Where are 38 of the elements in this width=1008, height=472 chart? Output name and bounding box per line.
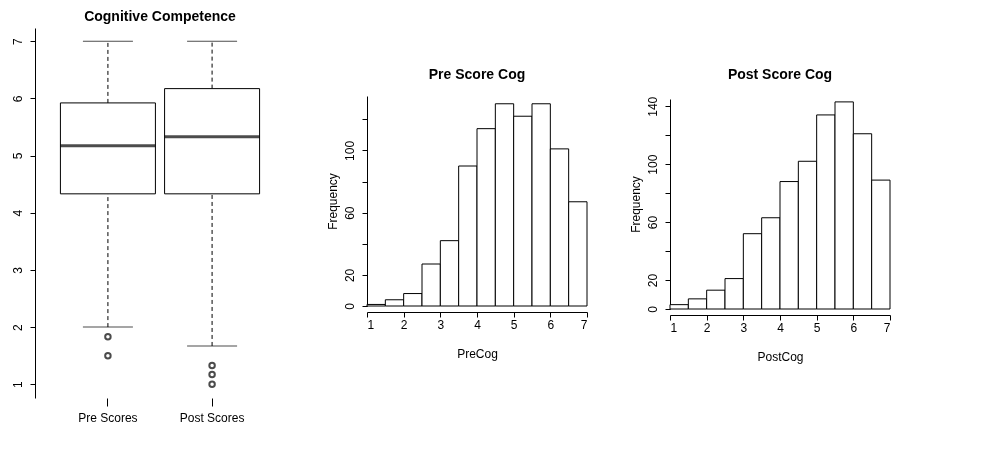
y-tick-label: 7 [10, 38, 25, 45]
x-tick-label: 5 [813, 320, 821, 335]
y-tick-label: 60 [645, 215, 660, 230]
y-tick-label: 140 [645, 96, 660, 117]
y-axis-title: Frequency [325, 173, 340, 230]
y-tick-label: 5 [10, 152, 25, 160]
x-tick-label: 1 [367, 317, 375, 332]
y-tick-label: 1 [10, 381, 25, 389]
y-axis-title: Frequency [628, 176, 643, 233]
x-tick-label: 7 [883, 320, 891, 335]
x-tick-label: Post Scores [179, 410, 245, 425]
y-tick-label: 100 [645, 154, 660, 175]
y-tick-label: 20 [342, 268, 357, 283]
chart-title: Post Score Cog [727, 66, 833, 83]
chart-title: Pre Score Cog [428, 66, 526, 82]
x-tick-label: 4 [474, 317, 482, 332]
x-tick-label: 4 [777, 320, 785, 335]
x-tick-label: 3 [740, 320, 748, 335]
y-tick-label: 20 [645, 273, 660, 288]
x-tick-label: 6 [547, 317, 555, 332]
x-tick-label: 5 [510, 317, 518, 332]
y-tick-label: 6 [10, 95, 25, 103]
x-axis-title: PreCog [457, 346, 498, 361]
x-tick-label: Pre Scores [78, 410, 138, 425]
x-tick-label: 1 [670, 320, 678, 335]
x-tick-label: 7 [580, 317, 588, 332]
x-tick-label: 6 [850, 320, 858, 335]
x-tick-label: 2 [703, 320, 711, 335]
y-tick-label: 4 [10, 209, 25, 217]
chart-title: Cognitive Competence [84, 8, 237, 24]
y-tick-label: 60 [342, 206, 357, 220]
x-axis-title: PostCog [757, 349, 804, 364]
x-tick-label: 2 [400, 317, 408, 332]
y-tick-label: 0 [342, 302, 357, 310]
y-tick-label: 3 [10, 266, 25, 274]
y-tick-label: 0 [645, 305, 660, 313]
x-tick-label: 3 [437, 317, 445, 332]
y-tick-label: 100 [342, 140, 357, 161]
